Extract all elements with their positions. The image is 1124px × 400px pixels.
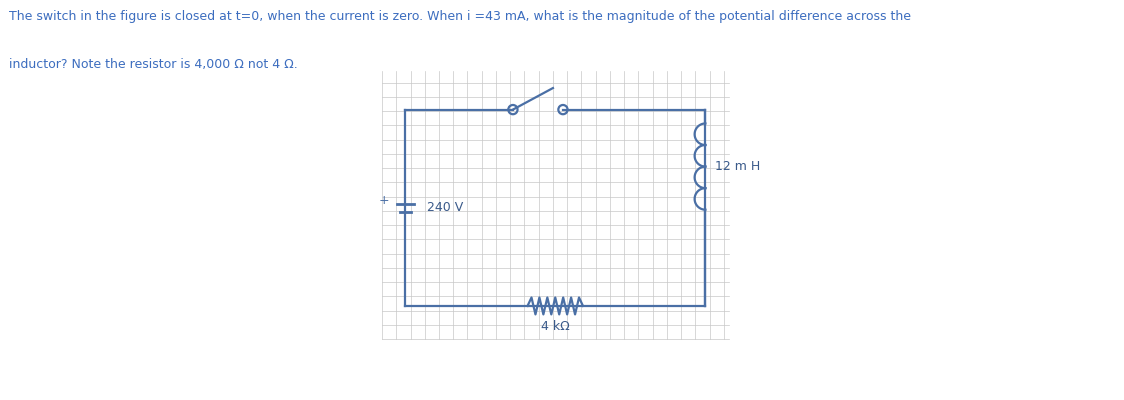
Text: inductor? Note the resistor is 4,000 Ω not 4 Ω.: inductor? Note the resistor is 4,000 Ω n… [9,58,298,71]
Text: 4 kΩ: 4 kΩ [541,320,570,333]
Text: 12 m H: 12 m H [715,160,760,173]
Text: 240 V: 240 V [427,201,463,214]
Text: +: + [379,194,389,207]
Text: The switch in the figure is closed at t=0, when the current is zero. When i =43 : The switch in the figure is closed at t=… [9,10,910,23]
